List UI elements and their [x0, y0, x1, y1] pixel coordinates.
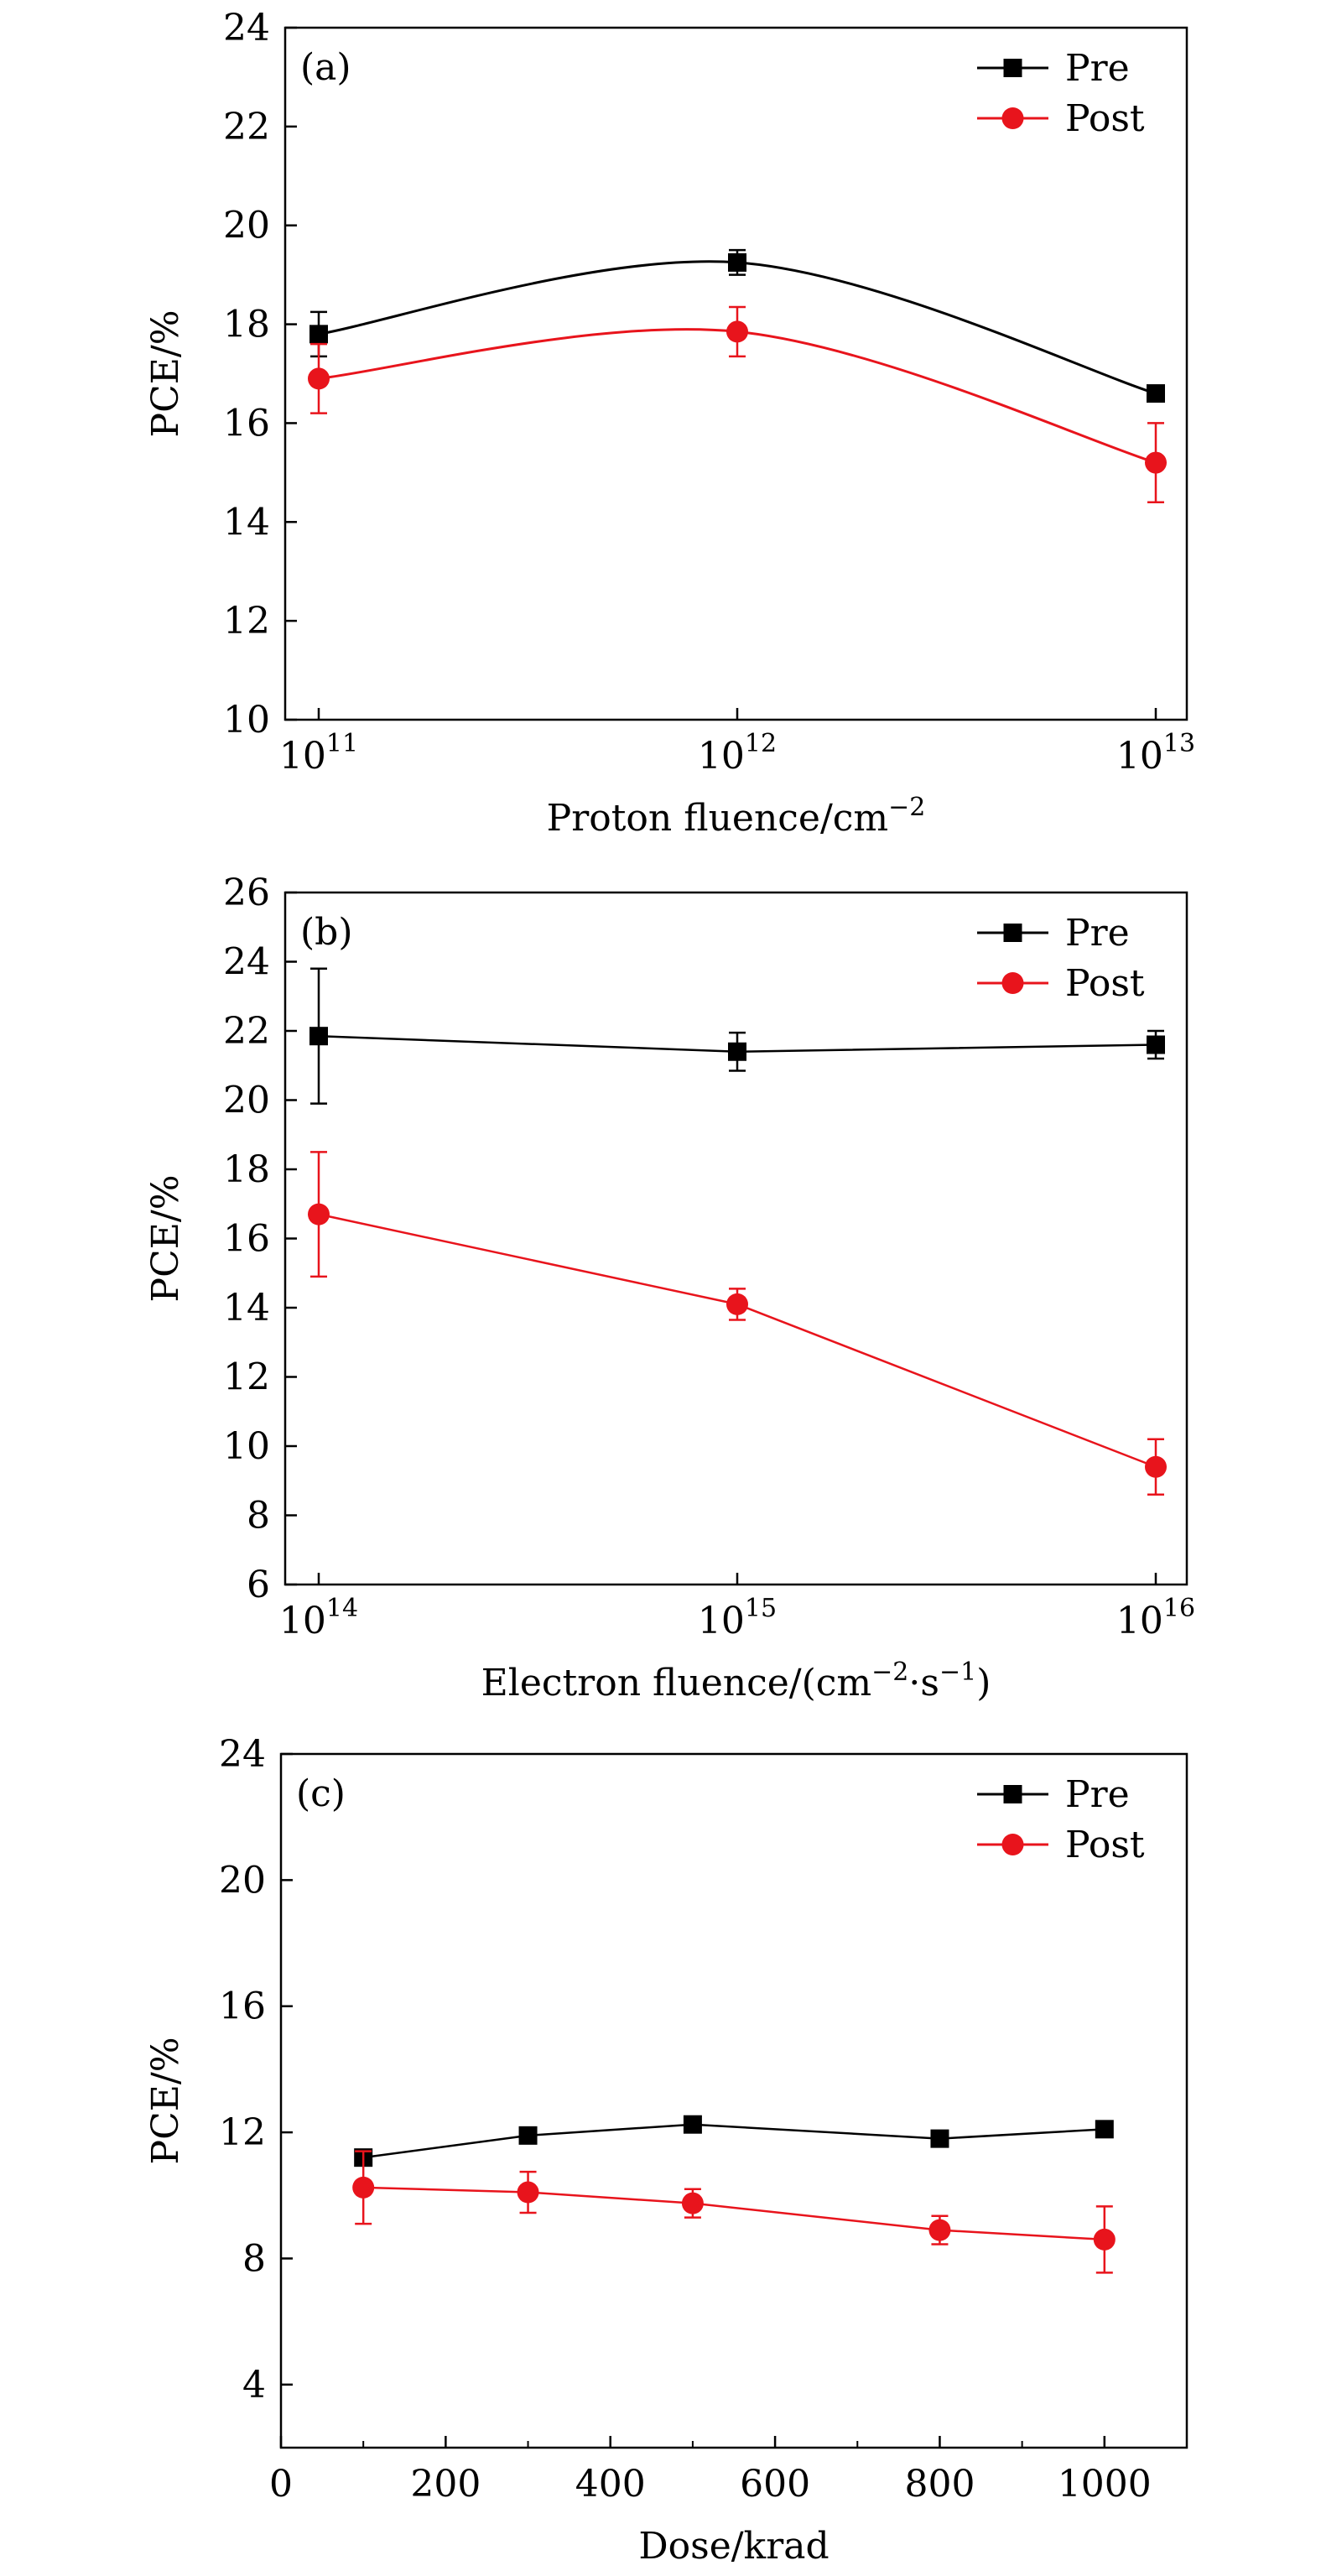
data-point [726, 1293, 748, 1315]
data-point [308, 367, 330, 390]
y-tick-label: 12 [219, 2111, 266, 2154]
y-axis-title: PCE/% [144, 2037, 187, 2164]
x-tick-label: 1013 [1116, 729, 1195, 778]
y-tick-label: 22 [223, 106, 270, 148]
y-axis-title: PCE/% [144, 310, 187, 437]
x-tick-label: 1012 [698, 729, 777, 778]
series-pre [354, 2115, 1114, 2167]
data-point [1145, 451, 1167, 474]
y-tick-label: 20 [223, 1080, 270, 1122]
x-tick-label: 600 [740, 2463, 810, 2506]
data-point [728, 1042, 746, 1061]
y-tick-label: 4 [242, 2364, 266, 2407]
plot-frame [283, 891, 1188, 1586]
x-tick-label: 1015 [698, 1594, 777, 1642]
x-tick-label: 200 [410, 2463, 481, 2506]
data-point [683, 2115, 702, 2134]
legend-label: Pre [1065, 912, 1130, 955]
y-tick-label: 16 [223, 402, 270, 445]
y-tick-label: 8 [247, 1495, 270, 1538]
x-tick-label: 1014 [279, 1594, 358, 1642]
x-tick-label: 1000 [1058, 2463, 1152, 2506]
data-point [726, 320, 748, 343]
y-axis-title: PCE/% [144, 1174, 187, 1302]
x-tick-label: 800 [904, 2463, 975, 2506]
legend: Pre Post [977, 47, 1145, 140]
data-point [1147, 1035, 1165, 1054]
y-tick-label: 16 [219, 1985, 266, 2028]
data-point [518, 2126, 538, 2145]
y-tick-label: 6 [247, 1564, 270, 1606]
y-tick-label: 18 [223, 304, 270, 346]
plot-frame [279, 1752, 1188, 2449]
data-point [930, 2129, 949, 2148]
legend-label: Pre [1065, 47, 1130, 90]
x-tick-label: 1016 [1116, 1594, 1195, 1642]
y-tick-label: 16 [223, 1218, 270, 1261]
legend-label: Post [1065, 962, 1145, 1005]
x-tick-label: 1011 [279, 729, 358, 778]
y-tick-label: 20 [219, 1859, 266, 1902]
legend-label: Post [1065, 97, 1145, 140]
y-tick-label: 8 [242, 2237, 266, 2280]
series-post [352, 2150, 1116, 2274]
x-tick-label: 0 [269, 2463, 293, 2506]
series-pre [309, 248, 1165, 403]
legend-marker [1001, 1834, 1024, 1855]
data-point [309, 1027, 328, 1046]
series-line [363, 2186, 1105, 2241]
legend-marker [1003, 1785, 1022, 1803]
x-tick-label: 400 [575, 2463, 646, 2506]
x-axis-title: Electron fluence/(cm−2·s−1) [481, 1657, 991, 1704]
data-point [1147, 384, 1165, 403]
legend-marker [1003, 59, 1022, 77]
data-point [1093, 2228, 1116, 2251]
y-tick-label: 14 [223, 501, 270, 544]
data-point [308, 1203, 330, 1226]
y-tick-label: 24 [223, 7, 270, 49]
legend: Pre Post [977, 912, 1145, 1005]
data-point [517, 2181, 539, 2204]
y-tick-label: 10 [223, 1425, 270, 1468]
y-tick-label: 12 [223, 600, 270, 643]
y-tick-label: 24 [219, 1733, 266, 1776]
legend-marker [1001, 972, 1024, 994]
series-post [308, 305, 1167, 503]
legend-marker [1001, 107, 1024, 129]
data-point [352, 2176, 375, 2199]
y-tick-label: 18 [223, 1148, 270, 1191]
y-tick-label: 14 [223, 1287, 270, 1330]
legend: Pre Post [977, 1773, 1145, 1866]
series-line [318, 1213, 1157, 1468]
data-point [1095, 2120, 1114, 2139]
y-tick-label: 10 [223, 699, 270, 742]
y-tick-label: 22 [223, 1010, 270, 1053]
series-line [363, 2123, 1105, 2159]
data-point [928, 2219, 951, 2241]
data-point [728, 252, 746, 272]
panel-label: (c) [296, 1772, 346, 1815]
data-point [1145, 1455, 1167, 1478]
y-tick-label: 24 [223, 941, 270, 984]
legend-marker [1003, 924, 1022, 942]
series-post [308, 1151, 1167, 1496]
chart-panel-3: 4 8 12 16 20 24 0 200 400 600 800 1000 Dose/krad PCE/… [144, 1733, 1188, 2568]
legend-label: Post [1065, 1824, 1145, 1866]
legend-label: Pre [1065, 1773, 1130, 1816]
x-axis-title: Dose/krad [638, 2525, 829, 2568]
x-axis-title: Proton fluence/cm−2 [547, 793, 926, 840]
panel-label: (a) [300, 46, 351, 89]
panel-label: (b) [300, 911, 353, 954]
data-point [681, 2192, 704, 2214]
chart-panel-2: 6 8 10 12 14 16 18 20 22 24 26 1014 1015 1016 Electron… [144, 872, 1195, 1704]
y-tick-label: 26 [223, 872, 270, 914]
y-tick-label: 20 [223, 205, 270, 247]
data-point [309, 325, 328, 344]
y-tick-label: 12 [223, 1356, 270, 1399]
series-pre [309, 967, 1165, 1105]
plot-frame [283, 26, 1188, 721]
